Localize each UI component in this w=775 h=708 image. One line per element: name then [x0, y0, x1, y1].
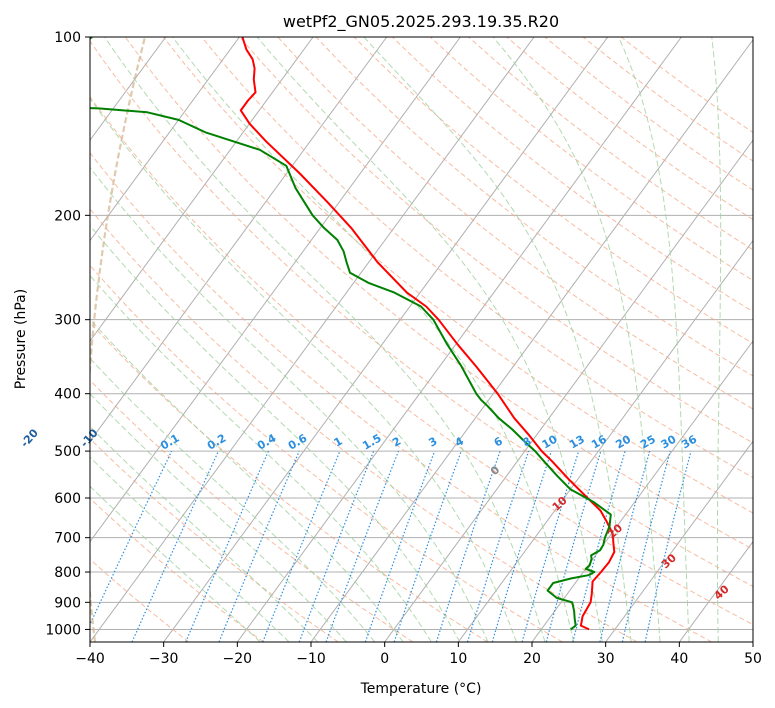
y-tick-label: 1000	[45, 622, 81, 638]
isotherm-line	[384, 139, 753, 642]
plot-frame	[89, 36, 754, 643]
mixing-ratio-line	[262, 450, 341, 642]
moist-adiabat-line	[363, 37, 632, 642]
moist-adiabat-line	[256, 37, 603, 642]
x-tick-label: −30	[149, 651, 179, 667]
x-tick-label: 20	[523, 651, 541, 667]
moist-adiabat-line	[90, 393, 347, 642]
dry-adiabat-line	[90, 264, 563, 642]
isotherm-line	[531, 340, 753, 642]
mixing-ratio-line	[325, 450, 400, 642]
x-tick-label: 0	[380, 651, 389, 667]
chart-title: wetPf2_GN05.2025.293.19.35.R20	[283, 12, 559, 32]
dry-adiabat-line	[124, 37, 753, 550]
isotherm-line	[90, 37, 167, 142]
moist-adiabat-line	[90, 224, 461, 642]
x-tick-label: 40	[670, 651, 688, 667]
axes: −40 −30 −20 −10 0 10 20 30 40 50 1000 900 800 700 600 5…	[45, 30, 762, 667]
isotherm-line	[605, 440, 753, 642]
mixing-ratio-line	[466, 450, 530, 642]
dewpoint-profile	[90, 37, 612, 631]
mixing-ratio-line	[545, 450, 602, 642]
mixing-ratio-line	[393, 450, 462, 642]
moist-adiabat-line	[492, 37, 661, 642]
isotherm-line	[457, 239, 753, 642]
dry-adiabat-line	[90, 379, 414, 642]
isotherm-line	[90, 37, 314, 342]
mixing-ratio-line	[298, 450, 375, 642]
mixing-ratio-line	[435, 450, 501, 642]
moist-adiabat-line	[90, 456, 290, 642]
theta-e-curve	[90, 37, 147, 642]
x-tick-label: 50	[744, 651, 762, 667]
mixing-ratio-line	[521, 450, 580, 642]
mixing-ratio-line	[364, 450, 436, 642]
dry-adiabat-line	[90, 152, 712, 642]
dry-adiabat-line	[90, 438, 339, 642]
mixing-ratio-line	[185, 450, 270, 642]
mixing-ratio-line	[644, 450, 692, 642]
y-tick-label: 300	[54, 313, 81, 329]
x-axis-title: Temperature (°C)	[360, 681, 482, 697]
moist-adiabat-line	[90, 485, 261, 642]
temperature-profile	[239, 37, 616, 631]
isotherm-line	[163, 37, 609, 642]
y-tick-label: 700	[54, 531, 81, 547]
x-tick-label: −40	[75, 651, 105, 667]
mixing-ratio-line	[621, 450, 671, 642]
moist-adiabat-line	[618, 37, 690, 642]
mixing-ratio-line	[491, 450, 552, 642]
mixing-ratio-line	[131, 450, 220, 642]
mixing-ratio-line	[572, 450, 626, 642]
isotherm-line	[310, 38, 753, 642]
y-tick-label: 500	[54, 444, 81, 460]
dry-adiabat-line	[90, 558, 190, 642]
mixing-ratio-line	[599, 450, 651, 642]
moist-adiabat-line	[104, 37, 546, 642]
moist-adiabat-line	[711, 37, 722, 642]
moist-adiabat-line	[90, 357, 376, 642]
moist-adiabat-line	[90, 274, 432, 642]
isotherm-line	[90, 37, 535, 642]
dry-adiabat-line	[277, 37, 753, 410]
dry-adiabat-line	[163, 37, 753, 514]
dry-adiabat-line	[315, 37, 753, 377]
dry-adiabat-line	[201, 37, 753, 479]
moist-adiabat-line	[90, 166, 489, 642]
x-tick-label: 30	[597, 651, 615, 667]
moist-adiabat-line	[90, 318, 404, 642]
x-tick-label: −10	[296, 651, 326, 667]
isotherm-line	[90, 37, 388, 443]
y-tick-label: 100	[54, 30, 81, 46]
isotherm-line	[90, 37, 240, 242]
y-tick-label: 800	[54, 565, 81, 581]
mixing-ratio-line	[218, 450, 300, 642]
dry-adiabat-line	[90, 40, 753, 588]
y-tick-label: 900	[54, 595, 81, 611]
y-tick-label: 600	[54, 491, 81, 507]
isotherm-line	[236, 37, 682, 642]
x-tick-label: −20	[223, 651, 253, 667]
y-axis-title: Pressure (hPa)	[13, 289, 29, 389]
y-tick-label: 200	[54, 208, 81, 224]
dry-adiabat-line	[90, 96, 753, 626]
y-tick-label: 400	[54, 387, 81, 403]
x-tick-label: 10	[449, 651, 467, 667]
